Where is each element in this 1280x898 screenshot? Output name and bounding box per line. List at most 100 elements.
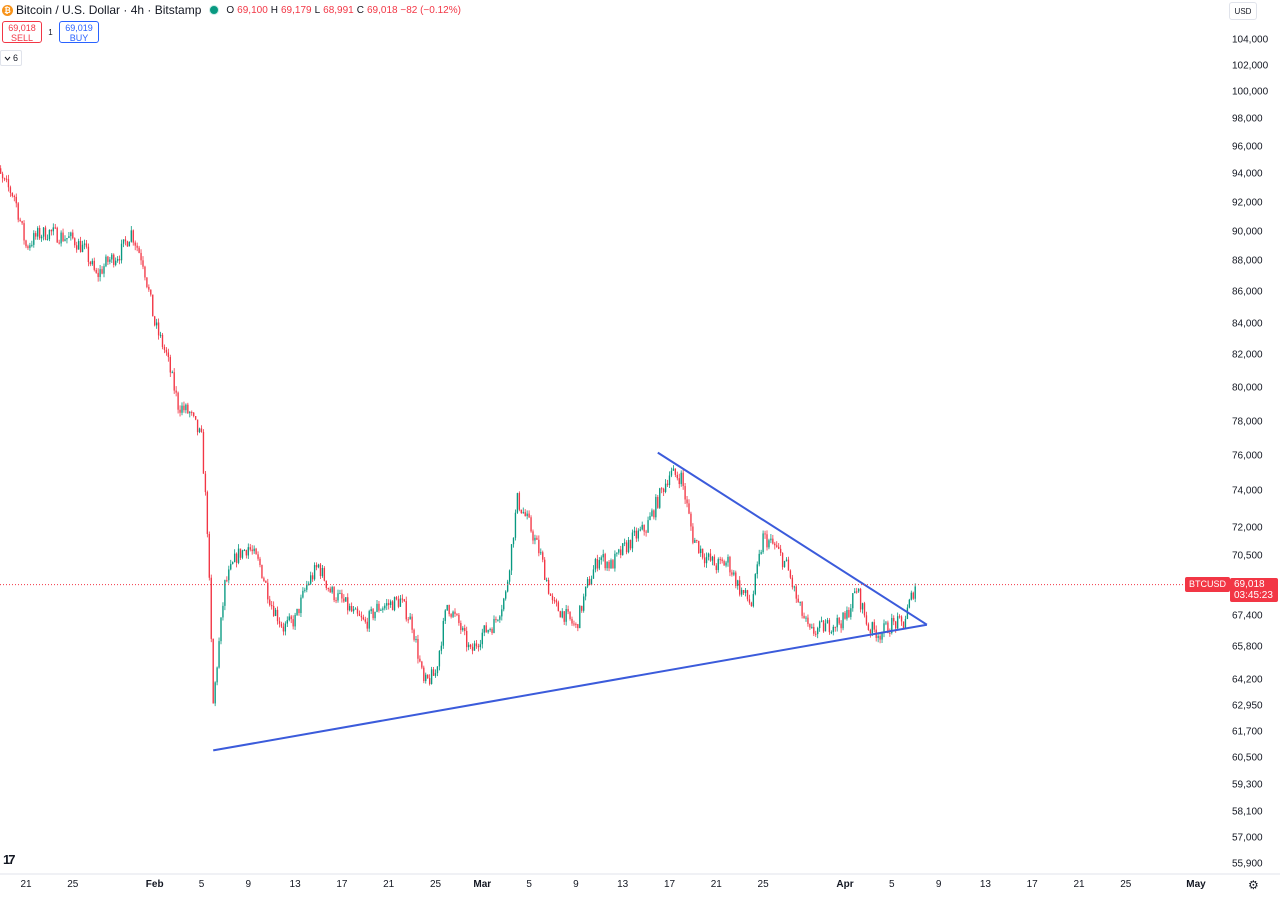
candle-body — [202, 431, 205, 474]
candle — [690, 511, 692, 531]
candle-body — [407, 619, 409, 621]
candle-body — [563, 611, 565, 622]
candle-body — [409, 616, 411, 620]
candle-body — [594, 559, 597, 570]
candle — [698, 540, 700, 554]
tradingview-logo-icon[interactable]: 17 — [3, 852, 16, 867]
candle-body — [869, 630, 872, 634]
settings-gear-icon[interactable]: ⚙ — [1248, 878, 1259, 892]
candle-body — [155, 322, 158, 326]
candle — [733, 570, 735, 577]
candle-body — [366, 621, 368, 629]
currency-selector[interactable]: USD — [1229, 2, 1257, 20]
candle-body — [586, 579, 589, 587]
candle-body — [770, 538, 772, 541]
candle — [354, 607, 357, 610]
candle-body — [785, 559, 788, 561]
candle — [290, 614, 292, 624]
candle — [801, 600, 803, 619]
candle-body — [534, 537, 536, 541]
candle-body — [551, 595, 554, 601]
candle-body — [557, 602, 560, 612]
candle — [202, 429, 205, 474]
candle-body — [3, 178, 6, 180]
indicators-toggle[interactable]: 6 — [0, 50, 22, 66]
candle-body — [113, 254, 115, 265]
candle — [514, 509, 517, 541]
candle-body — [233, 553, 236, 563]
candle-body — [772, 538, 774, 544]
candle-body — [791, 577, 794, 588]
candle-body — [668, 475, 671, 486]
candle-body — [575, 623, 577, 625]
candle — [237, 544, 240, 565]
candle — [518, 491, 521, 512]
candle-body — [910, 592, 912, 600]
price-tick-label: 74,000 — [1232, 485, 1263, 497]
candle — [902, 621, 905, 629]
candle — [489, 627, 491, 632]
candle-body — [781, 552, 784, 568]
candle — [423, 665, 425, 684]
candle-body — [222, 605, 224, 618]
candle — [118, 255, 121, 265]
candle — [200, 425, 203, 433]
candle — [700, 545, 702, 557]
candle-body — [686, 499, 688, 504]
candle-body — [867, 624, 870, 631]
candle-body — [600, 557, 602, 561]
candle — [249, 543, 251, 552]
candle-body — [579, 605, 581, 629]
candle — [230, 559, 232, 571]
candle-body — [516, 493, 519, 513]
candle — [791, 574, 794, 590]
candle — [0, 165, 2, 175]
buy-button[interactable]: 69,019 BUY — [59, 21, 99, 43]
candle — [532, 529, 534, 545]
candle — [432, 666, 435, 676]
symbol-title[interactable]: Bitcoin / U.S. Dollar · 4h · Bitstamp — [16, 3, 202, 17]
candle-body — [154, 316, 156, 326]
candle-body — [561, 611, 563, 618]
candle-body — [715, 565, 717, 571]
candle-body — [859, 588, 862, 610]
candle-body — [727, 556, 729, 563]
candle — [561, 608, 563, 619]
candle-body — [317, 564, 320, 568]
candle — [208, 531, 210, 581]
candle — [251, 545, 253, 555]
candle — [181, 402, 183, 416]
candle-body — [846, 610, 848, 619]
candle-body — [508, 570, 511, 582]
candle — [483, 625, 485, 637]
candle-body — [91, 260, 93, 265]
candle-body — [871, 622, 873, 634]
time-tick-label: May — [1186, 879, 1206, 890]
candle-body — [368, 611, 370, 629]
candle — [161, 333, 164, 350]
candle-body — [797, 598, 799, 603]
open-value: 69,100 — [237, 4, 268, 16]
candle-body — [746, 590, 749, 600]
candle — [522, 507, 524, 514]
candle — [337, 589, 339, 603]
candle — [311, 572, 314, 582]
candle-body — [902, 621, 905, 629]
candle-body — [173, 372, 175, 391]
candle-body — [177, 392, 179, 410]
sell-button[interactable]: 69,018 SELL — [2, 21, 42, 43]
candle-body — [349, 606, 351, 611]
candle-body — [259, 558, 261, 565]
candle-body — [122, 239, 125, 244]
candle — [793, 585, 795, 592]
candle-body — [569, 611, 571, 619]
candle-body — [590, 578, 593, 585]
candle — [76, 241, 78, 253]
candle — [629, 539, 632, 551]
candle — [684, 482, 686, 504]
candle-body — [198, 428, 201, 433]
candle — [159, 331, 162, 338]
candle-body — [602, 554, 604, 558]
candle-body — [873, 622, 875, 630]
